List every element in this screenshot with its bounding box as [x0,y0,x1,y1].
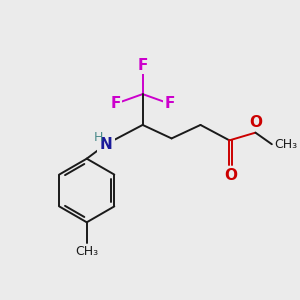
Text: N: N [100,137,112,152]
Text: CH₃: CH₃ [275,138,298,151]
Text: H: H [94,131,103,144]
Text: F: F [137,58,148,73]
Text: F: F [164,96,175,111]
Text: O: O [249,115,262,130]
Text: O: O [224,168,237,183]
Text: CH₃: CH₃ [75,245,98,258]
Text: F: F [110,96,121,111]
